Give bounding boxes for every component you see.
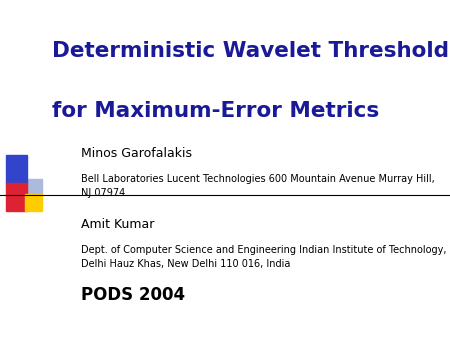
Text: PODS 2004: PODS 2004 xyxy=(81,286,185,304)
Text: Minos Garofalakis: Minos Garofalakis xyxy=(81,147,192,160)
Text: Bell Laboratories Lucent Technologies 600 Mountain Avenue Murray Hill,
NJ 07974: Bell Laboratories Lucent Technologies 60… xyxy=(81,174,435,198)
Text: Amit Kumar: Amit Kumar xyxy=(81,218,154,231)
Bar xyxy=(6,183,27,211)
Bar xyxy=(25,194,42,211)
Bar xyxy=(25,179,42,196)
Text: Dept. of Computer Science and Engineering Indian Institute of Technology,
Delhi : Dept. of Computer Science and Engineerin… xyxy=(81,245,446,269)
Text: for Maximum-Error Metrics: for Maximum-Error Metrics xyxy=(52,101,379,121)
Text: Deterministic Wavelet Thresholding: Deterministic Wavelet Thresholding xyxy=(52,41,450,61)
Bar xyxy=(6,155,27,184)
